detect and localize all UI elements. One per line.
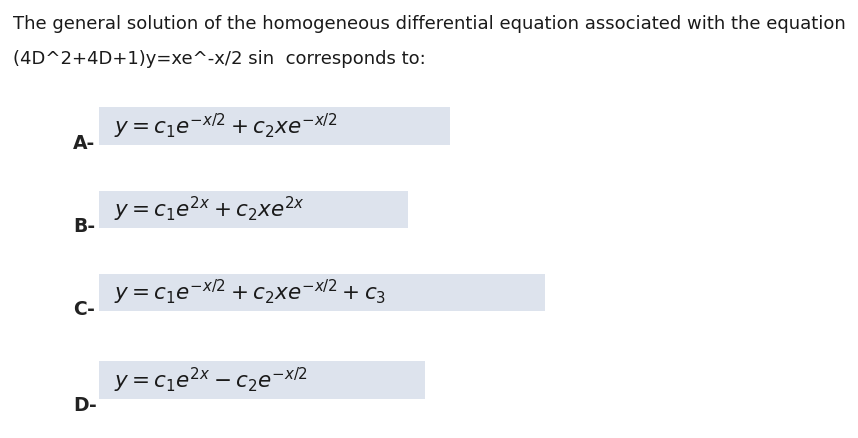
Text: $y = c_1 e^{2x} - c_2 e^{-x/2}$: $y = c_1 e^{2x} - c_2 e^{-x/2}$ <box>114 365 308 395</box>
Text: $y = c_1 e^{-x/2} + c_2 x e^{-x/2} + c_3$: $y = c_1 e^{-x/2} + c_2 x e^{-x/2} + c_3… <box>114 278 386 307</box>
FancyBboxPatch shape <box>99 107 450 145</box>
Text: D-: D- <box>73 396 97 415</box>
Text: C-: C- <box>73 300 94 319</box>
Text: $y = c_1 e^{2x} + c_2 x e^{2x}$: $y = c_1 e^{2x} + c_2 x e^{2x}$ <box>114 194 305 224</box>
Text: A-: A- <box>73 134 95 152</box>
Text: B-: B- <box>73 217 95 236</box>
FancyBboxPatch shape <box>99 191 408 228</box>
Text: The general solution of the homogeneous differential equation associated with th: The general solution of the homogeneous … <box>13 15 846 33</box>
Text: $y = c_1 e^{-x/2} + c_2 x e^{-x/2}$: $y = c_1 e^{-x/2} + c_2 x e^{-x/2}$ <box>114 111 338 141</box>
Text: (4D^2+4D+1)y=xe^-x/2 sin  corresponds to:: (4D^2+4D+1)y=xe^-x/2 sin corresponds to: <box>13 50 426 68</box>
FancyBboxPatch shape <box>99 274 545 311</box>
FancyBboxPatch shape <box>99 361 425 399</box>
